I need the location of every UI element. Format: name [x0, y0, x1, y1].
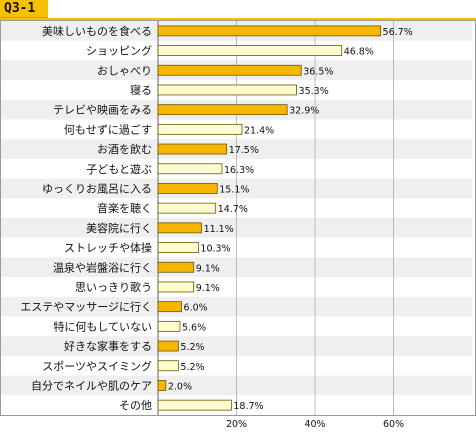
data-label: 35.3%: [299, 86, 329, 97]
data-label: 9.1%: [196, 283, 220, 294]
bar: [157, 45, 343, 56]
bar: [157, 183, 218, 194]
category-label: おしゃべり: [97, 64, 152, 77]
category-label: その他: [119, 399, 152, 412]
bar: [157, 143, 228, 155]
data-label: 46.8%: [344, 47, 374, 58]
data-label: 5.2%: [180, 362, 204, 373]
category-label: ゆっくりお風呂に入る: [42, 182, 152, 195]
data-label: 36.5%: [303, 66, 333, 77]
data-label: 17.5%: [229, 145, 259, 156]
category-label: 好きな家事をする: [64, 339, 152, 353]
bar: [157, 222, 202, 234]
category-label: 自分でネイルや肌のケア: [31, 379, 152, 392]
bar: [157, 104, 288, 116]
bar: [157, 380, 167, 391]
bar: [157, 123, 243, 135]
category-label: エステやマッサージに行く: [20, 301, 152, 314]
bar: [157, 340, 179, 352]
bar: [157, 360, 179, 372]
category-label: ショッピング: [86, 44, 152, 58]
category-label: 美味しいものを食べる: [42, 24, 152, 38]
title-rule: [0, 18, 476, 20]
data-label: 14.7%: [218, 204, 248, 215]
data-label: 2.0%: [168, 381, 192, 392]
data-label: 10.3%: [200, 244, 230, 255]
bar: [157, 281, 195, 293]
category-label: 思いっきり歌う: [75, 280, 152, 294]
category-label: 何もせずに過ごす: [64, 122, 152, 136]
data-label: 18.7%: [233, 401, 263, 412]
bar: [157, 301, 182, 313]
category-label: 美容院に行く: [86, 221, 152, 235]
category-label: 特に何もしていない: [53, 319, 152, 333]
data-label: 15.1%: [219, 184, 249, 195]
bar: [157, 202, 217, 214]
data-label: 6.0%: [184, 303, 208, 314]
x-tick-label: 40%: [304, 419, 325, 430]
bar: [157, 64, 302, 76]
category-label: スポーツやスイミング: [42, 359, 152, 373]
category-label: 音楽を聴く: [97, 201, 152, 215]
data-label: 9.1%: [196, 263, 220, 274]
data-label: 56.7%: [383, 27, 413, 38]
category-label: テレビや映画をみる: [53, 104, 152, 117]
data-label: 5.6%: [182, 322, 206, 333]
chart-title: Q3-1: [0, 0, 48, 18]
data-label: 32.9%: [289, 106, 319, 117]
data-label: 5.2%: [180, 342, 204, 353]
category-label: 温泉や岩盤浴に行く: [53, 260, 152, 274]
category-label: 子どもと遊ぶ: [86, 162, 152, 176]
bar: [157, 399, 232, 411]
bar: [157, 261, 195, 273]
bar: [157, 320, 181, 332]
data-label: 21.4%: [244, 125, 274, 136]
data-label: 11.1%: [204, 224, 234, 235]
bar: [157, 25, 381, 37]
bar: [157, 242, 199, 253]
bar: [157, 163, 223, 175]
bar: [157, 84, 297, 96]
x-tick-label: 20%: [226, 419, 247, 430]
x-tick-label: 60%: [383, 419, 404, 430]
data-label: 16.3%: [224, 165, 254, 176]
category-label: ストレッチや体操: [64, 241, 152, 255]
category-label: お酒を飲む: [97, 142, 152, 156]
category-label: 寝る: [130, 83, 152, 97]
